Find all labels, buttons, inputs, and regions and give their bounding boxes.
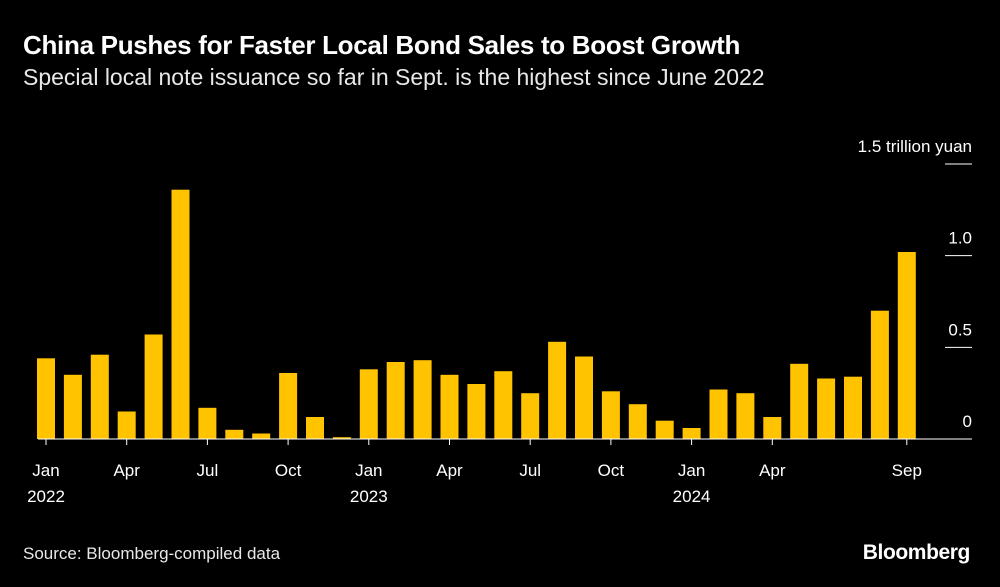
bar-2022-05 (144, 334, 163, 439)
bar-2022-11 (306, 417, 324, 439)
bar-2023-08 (548, 341, 567, 439)
bar-2023-03 (413, 360, 432, 439)
x-tick-label: Jan (678, 461, 705, 480)
bar-2023-07 (521, 393, 540, 439)
x-tick-label: Apr (759, 461, 786, 480)
x-tick-label: Jan (355, 461, 382, 480)
bar-2024-06 (817, 378, 836, 439)
bar-2022-09 (252, 433, 271, 439)
x-tick-label: Sep (892, 461, 922, 480)
x-tick-label: Oct (275, 461, 302, 480)
bar-2024-04 (763, 417, 782, 439)
x-tick-label: Apr (436, 461, 463, 480)
y-tick-label: 0 (963, 412, 972, 431)
bar-2023-11 (628, 404, 647, 439)
bar-2022-12 (332, 437, 351, 439)
bar-2023-09 (575, 356, 593, 439)
bar-2022-08 (225, 429, 244, 439)
x-tick-year-label: 2024 (673, 487, 711, 506)
y-tick-label: 0.5 (948, 320, 972, 339)
bar-2022-07 (198, 407, 217, 439)
bar-2024-05 (790, 363, 809, 439)
bar-2023-12 (655, 420, 674, 439)
x-tick-year-label: 2022 (27, 487, 65, 506)
bar-2023-05 (467, 384, 486, 439)
bar-2024-01 (682, 428, 701, 439)
x-tick-label: Jul (519, 461, 541, 480)
bar-2024-07 (844, 376, 862, 439)
bar-2023-04 (440, 374, 459, 439)
source-note: Source: Bloomberg-compiled data (23, 544, 281, 563)
bar-2022-10 (279, 373, 298, 439)
chart-title: China Pushes for Faster Local Bond Sales… (23, 30, 741, 60)
y-tick-label: 1.5 trillion yuan (858, 137, 972, 156)
x-tick-label: Apr (113, 461, 140, 480)
x-tick-year-label: 2023 (350, 487, 388, 506)
bar-2022-01 (37, 358, 55, 439)
chart-subtitle: Special local note issuance so far in Se… (23, 64, 765, 90)
bar-2024-02 (709, 389, 728, 439)
y-tick-label: 1.0 (948, 229, 972, 248)
bar-2022-03 (90, 354, 109, 439)
x-tick-label: Jan (32, 461, 59, 480)
bar-2023-02 (386, 362, 405, 439)
bar-2023-10 (601, 391, 620, 439)
bar-2022-06 (171, 189, 190, 439)
bar-2022-04 (117, 411, 136, 439)
bar-2024-08 (870, 310, 889, 439)
bar-2023-06 (494, 371, 513, 439)
x-tick-label: Jul (197, 461, 219, 480)
bloomberg-logo: Bloomberg (862, 541, 971, 564)
bar-2024-09 (897, 252, 916, 439)
x-tick-label: Oct (598, 461, 625, 480)
bar-2024-03 (736, 393, 755, 439)
bar-2022-02 (63, 374, 82, 439)
bar-2023-01 (359, 369, 378, 439)
